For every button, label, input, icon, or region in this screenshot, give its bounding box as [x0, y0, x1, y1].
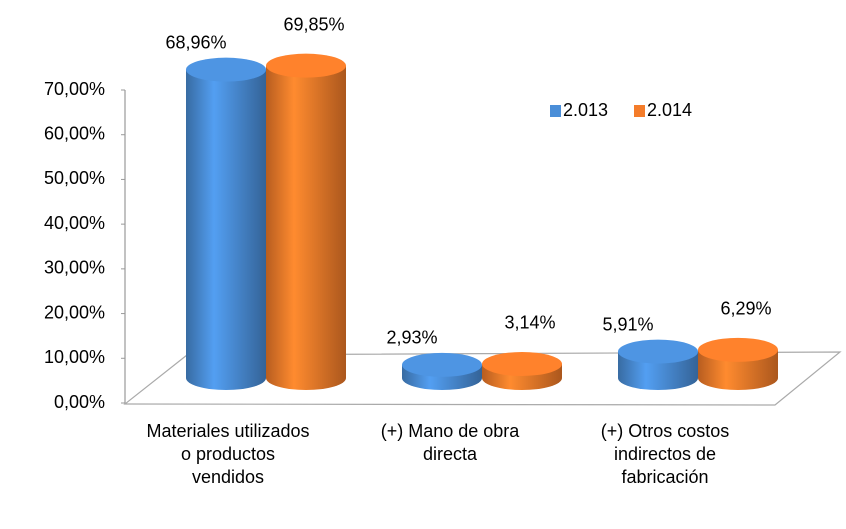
- value-label: 5,91%: [602, 314, 653, 334]
- y-tick-label: 30,00%: [44, 258, 105, 278]
- cylinder-top: [186, 57, 266, 82]
- value-label: 3,14%: [504, 313, 555, 333]
- legend-swatch: [634, 105, 645, 117]
- x-tick-label: Materiales utilizados o productos vendid…: [146, 421, 310, 487]
- cylinder-body: [186, 69, 266, 391]
- cylinder-top: [266, 53, 346, 78]
- cylinder-top: [618, 339, 698, 364]
- value-label: 69,85%: [283, 14, 344, 34]
- y-tick-label: 0,00%: [54, 392, 105, 412]
- value-label: 2,93%: [386, 328, 437, 348]
- y-tick-label: 40,00%: [44, 213, 105, 233]
- y-tick-label: 20,00%: [44, 302, 105, 322]
- cylinder-top: [402, 352, 482, 377]
- legend-swatch: [550, 105, 561, 117]
- y-tick-label: 10,00%: [44, 347, 105, 367]
- cylinder-top: [482, 351, 562, 376]
- value-label: 6,29%: [720, 299, 771, 319]
- y-tick-label: 70,00%: [44, 79, 105, 99]
- y-tick-label: 60,00%: [44, 123, 105, 143]
- legend-label: 2.014: [647, 100, 692, 120]
- floor: [123, 351, 842, 406]
- cylinder-body: [266, 65, 346, 390]
- cylinder-top: [698, 337, 778, 362]
- value-label: 68,96%: [165, 32, 226, 52]
- y-tick-label: 50,00%: [44, 168, 105, 188]
- x-tick-label: (+) Mano de obra directa: [380, 421, 520, 464]
- legend-label: 2.013: [563, 100, 608, 120]
- x-tick-label: (+) Otros costos indirectos de fabricaci…: [600, 421, 730, 487]
